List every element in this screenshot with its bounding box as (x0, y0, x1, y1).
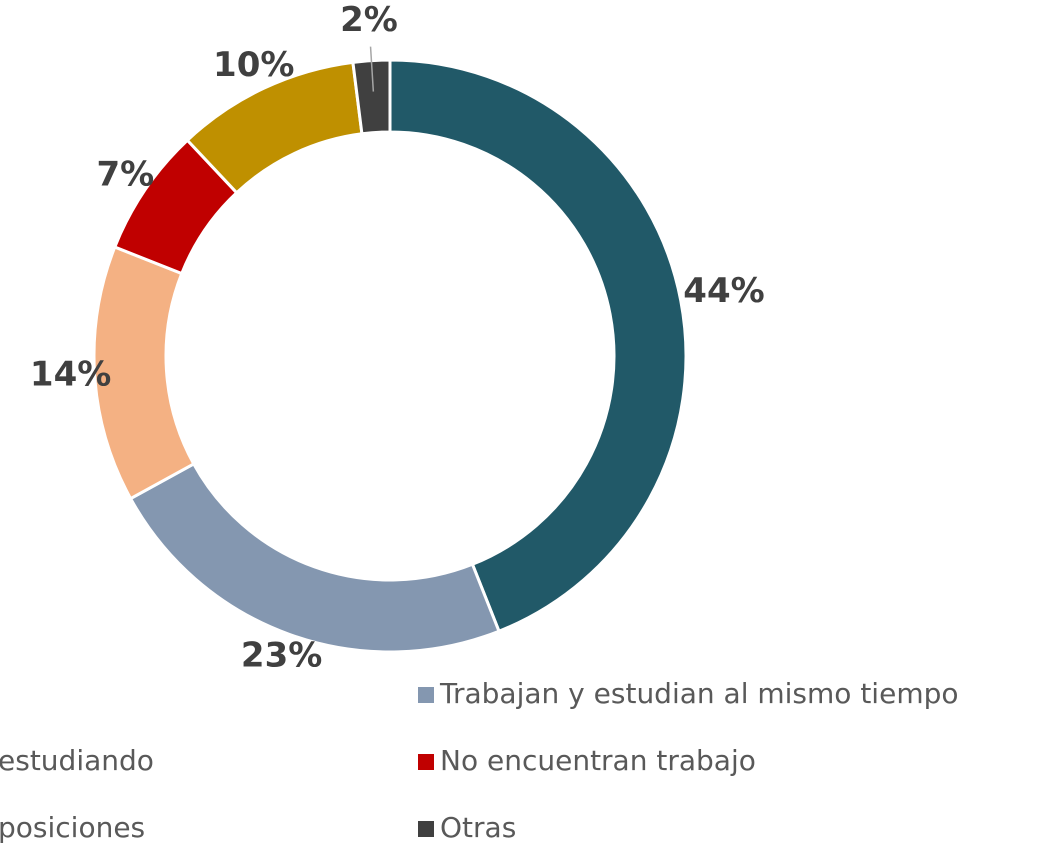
legend-label: estudiando (0, 744, 154, 777)
donut-segment (128, 461, 501, 654)
data-label: 10% (213, 45, 294, 85)
donut-segment (388, 58, 688, 634)
data-label: 23% (241, 636, 322, 676)
legend-label: Trabajan y estudian al mismo tiempo (439, 677, 959, 710)
data-label: 2% (340, 0, 398, 40)
legend-label: Otras (440, 811, 516, 844)
legend-swatch (418, 821, 434, 837)
data-label: 7% (96, 155, 154, 195)
legend-swatch (418, 754, 434, 770)
data-label: 44% (683, 271, 764, 311)
leader-line (369, 46, 375, 92)
donut-segment (351, 58, 392, 136)
legend-label: posiciones (0, 811, 145, 844)
data-label: 14% (30, 355, 111, 395)
legend-label: No encuentran trabajo (440, 744, 756, 777)
legend-swatch (418, 687, 434, 703)
